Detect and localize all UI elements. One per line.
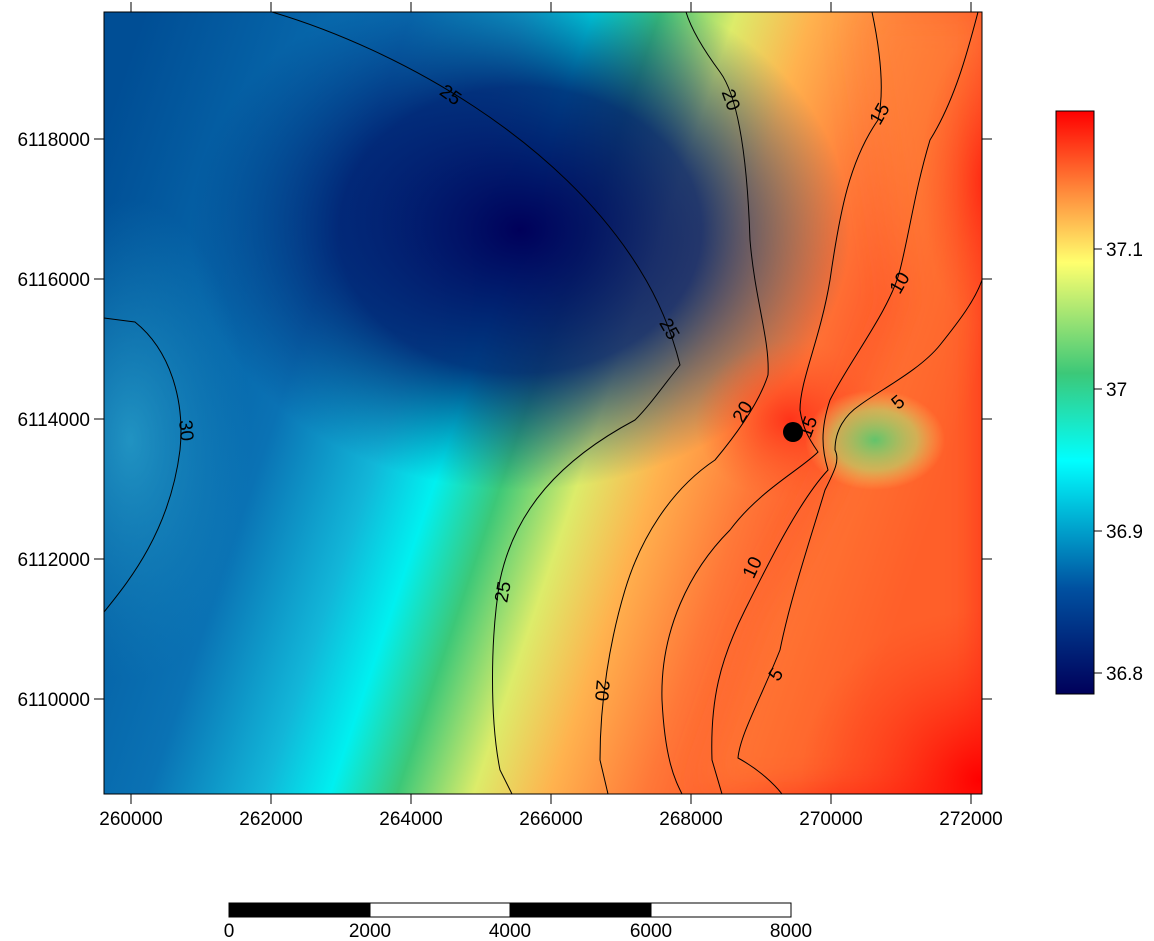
x-tick-label: 260000	[99, 809, 162, 830]
contour-line-5	[737, 279, 982, 794]
contour-line-20	[599, 12, 769, 794]
contour-label: 20	[590, 679, 613, 702]
scale-bar-segment	[228, 902, 371, 918]
x-tick-label: 266000	[519, 809, 582, 830]
scale-bar-label: 8000	[770, 921, 812, 941]
scale-bar-label: 4000	[489, 921, 531, 941]
contour-line-10	[711, 12, 979, 794]
scale-bar-label: 2000	[349, 921, 391, 941]
scale-bar: 0 2000 4000 6000 8000	[224, 902, 812, 941]
y-tick-label: 6112000	[17, 550, 90, 571]
contour-lines	[104, 12, 982, 794]
x-tick-label: 272000	[939, 809, 1002, 830]
scale-bar-label: 6000	[630, 921, 672, 941]
x-tick-label: 262000	[239, 809, 302, 830]
scale-bar-segment	[509, 902, 652, 918]
y-tick-label: 6114000	[17, 410, 90, 431]
x-axis-ticks	[130, 2, 972, 804]
x-axis-labels: 260000 262000 264000 266000 268000 27000…	[99, 809, 1002, 830]
contour-line-25-upper	[271, 12, 681, 794]
contour-line-30	[104, 317, 182, 613]
scale-bar-label: 0	[224, 921, 235, 941]
contour-line-15	[661, 12, 882, 794]
location-marker-dot	[783, 422, 803, 442]
y-axis-labels: 6118000 6116000 6114000 6112000 6110000	[17, 130, 90, 711]
colorbar-tick-label: 37.1	[1106, 240, 1143, 261]
colorbar-ramp	[1055, 110, 1095, 695]
colorbar-ticks	[1094, 248, 1102, 674]
raster-surface	[104, 12, 982, 794]
colorbar-tick-label: 36.9	[1106, 522, 1143, 543]
y-axis-ticks	[94, 138, 992, 700]
contour-label: 30	[174, 419, 197, 442]
scale-bar-segment	[650, 902, 792, 918]
y-tick-label: 6116000	[17, 270, 90, 291]
x-tick-label: 270000	[799, 809, 862, 830]
x-tick-label: 264000	[379, 809, 442, 830]
y-tick-label: 6118000	[17, 130, 90, 151]
y-tick-label: 6110000	[17, 690, 90, 711]
x-tick-label: 268000	[659, 809, 722, 830]
plot-frame	[103, 11, 983, 795]
contour-label: 25	[491, 580, 515, 604]
scale-bar-segment	[369, 902, 511, 918]
colorbar-tick-label: 36.8	[1106, 664, 1143, 685]
colorbar: 37.1 37 36.9 36.8	[1055, 110, 1143, 695]
colorbar-tick-label: 37	[1106, 380, 1127, 401]
